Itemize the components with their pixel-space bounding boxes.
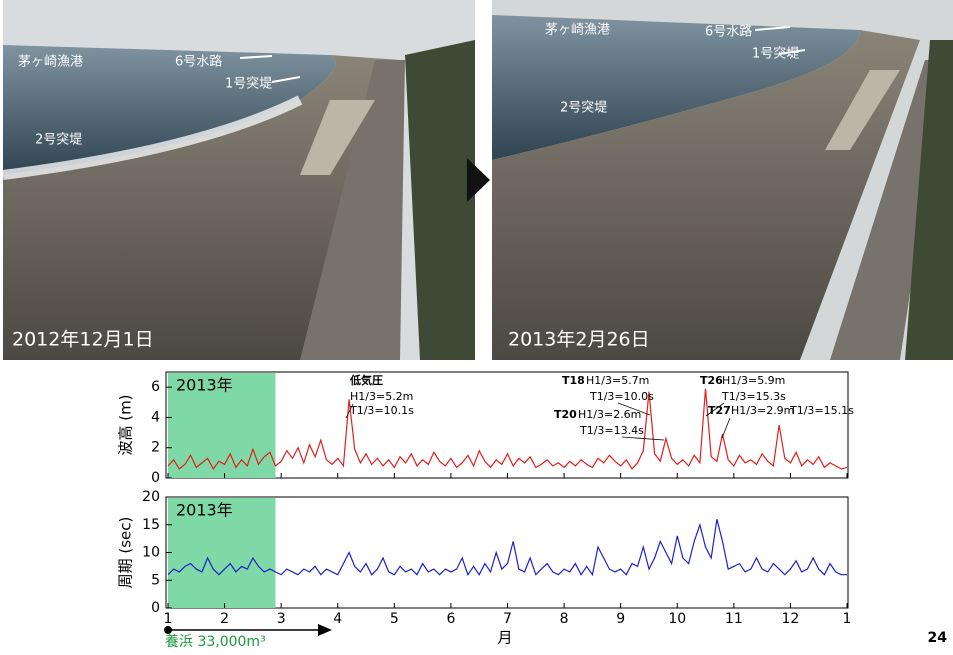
arrow-head	[318, 624, 332, 636]
highlight-label: 2013年	[176, 501, 233, 520]
photo-label: 茅ヶ崎漁港	[545, 23, 610, 38]
x-tick-label: 1	[843, 611, 852, 627]
annotation: H1/3=5.7m	[586, 374, 649, 387]
highlight-label: 2013年	[176, 376, 233, 395]
x-tick-label: 7	[503, 611, 512, 627]
x-tick-label: 4	[333, 611, 342, 627]
annotation-leader	[345, 403, 354, 419]
transition-arrow	[467, 158, 490, 202]
x-tick-label: 2	[220, 611, 229, 627]
x-axis-label: 月	[497, 629, 512, 647]
photo-label: 6号水路	[175, 54, 222, 70]
annotation: T1/3=15.3s	[721, 390, 786, 403]
annotation: T1/3=10.0s	[589, 390, 654, 403]
y-tick-label: 0	[151, 600, 160, 616]
x-tick-label: 1	[164, 611, 173, 627]
photo-caption: 2012年12月1日	[12, 329, 154, 351]
nourishment-label: 養浜 33,000m³	[165, 633, 266, 650]
annotation: T20	[554, 408, 577, 421]
photo-label: 2号突堤	[560, 100, 607, 116]
photo-1	[2, 0, 475, 360]
photo-arrow	[754, 26, 791, 31]
photo-2	[492, 0, 953, 360]
x-tick-label: 3	[277, 611, 286, 627]
y-tick-label: 20	[142, 489, 160, 505]
photo-caption: 2013年2月26日	[508, 329, 650, 351]
annotation: H1/3=2.9m	[731, 404, 794, 417]
annotation: T18	[562, 374, 585, 387]
photo-arrow	[271, 76, 301, 83]
annotation: H1/3=5.9m	[722, 374, 785, 387]
highlight-band	[168, 498, 276, 608]
data-line	[167, 519, 847, 577]
page-number: 24	[928, 630, 948, 646]
x-tick-label: 8	[560, 611, 569, 627]
photo-label: 茅ヶ崎漁港	[18, 55, 83, 70]
x-tick-label: 5	[390, 611, 399, 627]
y-tick-label: 15	[142, 517, 160, 533]
x-tick-label: 10	[668, 611, 686, 627]
plot-frame-1	[165, 371, 849, 479]
y-axis-label: 波高 (m)	[117, 394, 135, 455]
annotation: T27	[708, 404, 731, 417]
annotation: 低気圧	[349, 373, 383, 387]
x-tick-label: 6	[446, 611, 455, 627]
photo-label: 1号突堤	[752, 46, 799, 62]
y-tick-label: 5	[151, 572, 160, 588]
y-axis-label: 周期 (sec)	[117, 517, 135, 589]
annotation-leader	[621, 436, 665, 441]
plot-frame-2	[165, 496, 849, 609]
photo-label: 2号突堤	[35, 132, 82, 148]
annotation-leader	[721, 417, 731, 439]
annotation-leader	[617, 402, 651, 416]
data-line	[167, 388, 848, 471]
annotation-leader	[705, 402, 725, 417]
annotation: H1/3=2.6m	[578, 408, 641, 421]
photo-label: 1号突堤	[225, 76, 272, 92]
annotation: T26	[700, 374, 723, 387]
annotation: H1/3=5.2m	[350, 390, 413, 403]
y-tick-label: 4	[151, 409, 160, 425]
photo-arrow	[239, 55, 273, 59]
y-tick-label: 2	[151, 440, 160, 456]
annotation: T1/3=13.4s	[579, 424, 644, 437]
photo-arrow	[778, 49, 806, 55]
y-tick-label: 10	[142, 545, 160, 561]
annotation: T1/3=15.1s	[789, 404, 854, 417]
x-tick-label: 11	[725, 611, 743, 627]
x-tick-label: 9	[616, 611, 625, 627]
x-tick-label: 12	[782, 611, 800, 627]
photo-label: 6号水路	[705, 24, 752, 40]
annotation: T1/3=10.1s	[349, 404, 414, 417]
y-tick-label: 0	[151, 470, 160, 486]
y-tick-label: 6	[151, 379, 160, 395]
